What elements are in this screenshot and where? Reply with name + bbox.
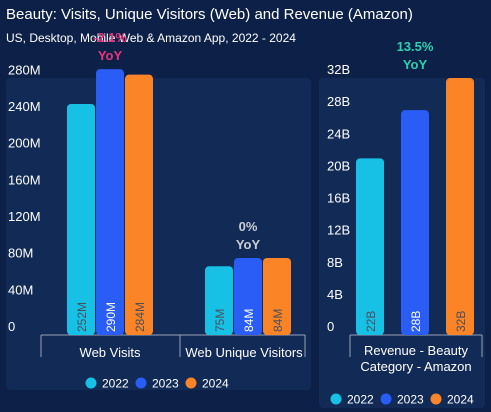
bar-2022 <box>67 104 95 335</box>
y-tick-label: 80M <box>8 246 33 261</box>
bar-2022 <box>356 158 384 335</box>
y-tick-label: 0 <box>327 319 334 334</box>
bar-value-label: 22B <box>364 311 378 332</box>
yoy-value: 13.5% <box>397 39 434 54</box>
legend-marker-2024 <box>430 393 442 405</box>
bar-2023 <box>234 258 262 335</box>
y-tick-label: 240M <box>8 99 41 114</box>
legend-marker-2022 <box>330 393 342 405</box>
legend-label: 2023 <box>152 377 179 391</box>
y-tick-label: 24B <box>327 126 350 141</box>
y-tick-label: 16B <box>327 191 350 206</box>
bar-2024 <box>125 74 153 336</box>
bar-value-label: 75M <box>213 309 227 332</box>
yoy-unit: YoY <box>403 57 428 72</box>
y-tick-label: 12B <box>327 223 350 238</box>
bar-value-label: 84M <box>242 309 256 332</box>
chart-title: Beauty: Visits, Unique Visitors (Web) an… <box>6 6 413 23</box>
left-panel <box>6 78 311 390</box>
y-tick-label: 120M <box>8 209 41 224</box>
category-label: Web Unique Visitors <box>185 345 303 360</box>
y-tick-label: 32B <box>327 62 350 77</box>
yoy-unit: YoY <box>98 48 123 63</box>
legend-label: 2022 <box>347 393 374 407</box>
yoy-value: -2.1% <box>93 30 127 45</box>
legend-marker-2024 <box>185 377 197 389</box>
y-tick-label: 4B <box>327 287 343 302</box>
bar-2023 <box>96 69 124 336</box>
category-label: Revenue - Beauty <box>364 343 469 358</box>
y-tick-label: 0 <box>8 319 15 334</box>
legend-marker-2023 <box>380 393 392 405</box>
bar-2024 <box>446 78 474 335</box>
y-tick-label: 280M <box>8 62 41 77</box>
y-tick-label: 200M <box>8 136 41 151</box>
bar-value-label: 290M <box>104 302 118 332</box>
legend-marker-2022 <box>85 377 97 389</box>
bar-value-label: 32B <box>454 311 468 332</box>
legend-label: 2024 <box>202 377 229 391</box>
bar-2024 <box>263 258 291 335</box>
chart-subtitle: US, Desktop, Mobile Web & Amazon App, 20… <box>6 31 296 45</box>
legend-label: 2022 <box>102 377 129 391</box>
yoy-value: 0% <box>239 219 258 234</box>
bar-value-label: 284M <box>133 302 147 332</box>
bar-value-label: 28B <box>409 311 423 332</box>
y-tick-label: 8B <box>327 255 343 270</box>
y-tick-label: 160M <box>8 172 41 187</box>
category-label: Web Visits <box>80 345 141 360</box>
y-tick-label: 28B <box>327 94 350 109</box>
yoy-unit: YoY <box>236 237 261 252</box>
bar-2022 <box>205 266 233 335</box>
bar-value-label: 84M <box>271 309 285 332</box>
bar-value-label: 252M <box>75 302 89 332</box>
legend-marker-2023 <box>135 377 147 389</box>
legend-label: 2024 <box>447 393 474 407</box>
y-tick-label: 40M <box>8 282 33 297</box>
y-tick-label: 20B <box>327 158 350 173</box>
legend-label: 2023 <box>397 393 424 407</box>
category-label: Category - Amazon <box>360 359 471 374</box>
bar-2023 <box>401 110 429 335</box>
